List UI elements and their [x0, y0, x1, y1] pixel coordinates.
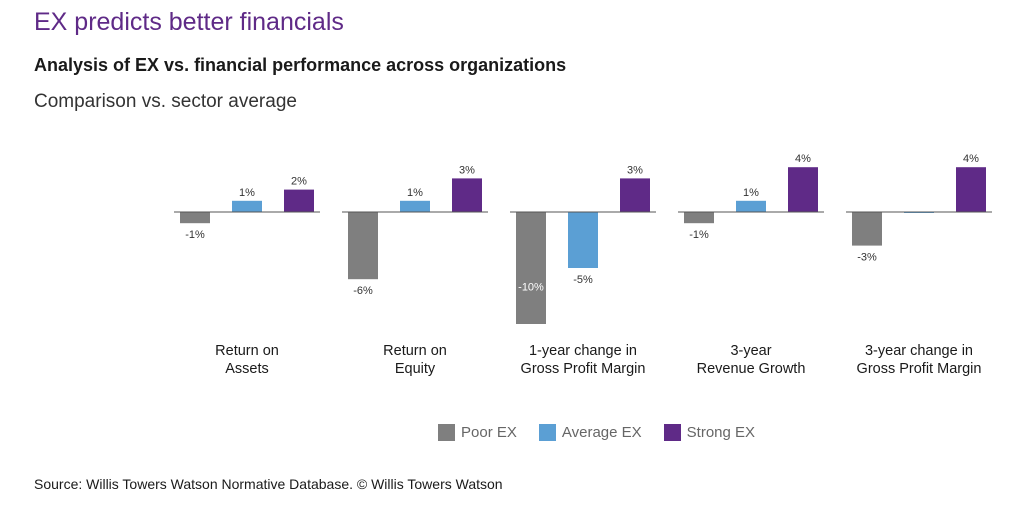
- data-label-average-3: 1%: [743, 187, 759, 199]
- legend-swatch-poor: [438, 424, 455, 441]
- legend: Poor EX Average EX Strong EX: [438, 424, 755, 441]
- bar-average-2: [568, 212, 598, 268]
- bar-average-3: [736, 200, 766, 212]
- data-label-strong-2: 3%: [627, 164, 643, 176]
- data-label-average-1: 1%: [407, 187, 423, 199]
- category-label-1-line-1: Equity: [395, 361, 436, 377]
- data-label-poor-0: -1%: [185, 229, 205, 241]
- chart-caption: Comparison vs. sector average: [34, 91, 297, 112]
- bar-strong-4: [956, 167, 986, 212]
- data-label-strong-0: 2%: [291, 176, 307, 188]
- data-label-poor-1: -6%: [353, 285, 373, 297]
- category-label-1-line-0: Return on: [383, 343, 447, 359]
- legend-label-average: Average EX: [561, 424, 642, 441]
- data-label-strong-1: 3%: [459, 164, 475, 176]
- chart-subtitle: Analysis of EX vs. financial performance…: [34, 55, 567, 75]
- category-label-3-line-1: Revenue Growth: [697, 361, 806, 377]
- source-note: Source: Willis Towers Watson Normative D…: [34, 476, 503, 492]
- category-label-0-line-1: Assets: [225, 361, 269, 377]
- bar-poor-1: [348, 212, 378, 280]
- bar-average-1: [400, 200, 430, 212]
- category-label-4-line-1: Gross Profit Margin: [857, 361, 982, 377]
- legend-swatch-average: [538, 424, 556, 441]
- bar-strong-1: [452, 178, 482, 212]
- legend-item-poor: Poor EX: [438, 424, 517, 441]
- data-label-average-2: -5%: [573, 274, 593, 286]
- legend-item-strong: Strong EX: [663, 424, 756, 441]
- legend-swatch-strong: [663, 424, 681, 441]
- data-label-poor-3: -1%: [689, 229, 709, 241]
- bar-poor-0: [180, 212, 210, 224]
- bar-strong-3: [788, 167, 818, 212]
- data-label-strong-3: 4%: [795, 153, 811, 165]
- bar-poor-4: [852, 212, 882, 246]
- category-label-2-line-0: 1-year change in: [529, 343, 637, 359]
- data-label-strong-4: 4%: [963, 153, 979, 165]
- category-label-3-line-0: 3-year: [730, 343, 771, 359]
- data-label-poor-2: -10%: [518, 281, 544, 293]
- bar-average-0: [232, 200, 262, 212]
- chart-title: EX predicts better financials: [34, 8, 344, 36]
- data-label-poor-4: -3%: [857, 252, 877, 264]
- category-label-4-line-0: 3-year change in: [865, 343, 973, 359]
- bar-poor-2: [516, 212, 546, 324]
- legend-item-average: Average EX: [538, 424, 642, 441]
- bar-poor-3: [684, 212, 714, 224]
- legend-label-strong: Strong EX: [686, 424, 756, 441]
- bar-chart: -1% 1% 2% Return on Assets -6% 1% 3% Return on Eq…: [174, 153, 992, 377]
- legend-label-poor: Poor EX: [461, 424, 517, 441]
- bar-strong-2: [620, 178, 650, 212]
- category-label-2-line-1: Gross Profit Margin: [521, 361, 646, 377]
- data-label-average-0: 1%: [239, 187, 255, 199]
- bar-strong-0: [284, 189, 314, 212]
- category-label-0-line-0: Return on: [215, 343, 279, 359]
